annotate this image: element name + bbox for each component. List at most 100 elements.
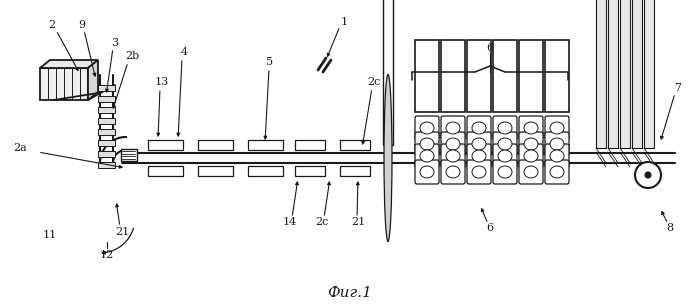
FancyBboxPatch shape <box>415 160 439 184</box>
FancyBboxPatch shape <box>545 132 569 156</box>
Bar <box>493 40 517 112</box>
Ellipse shape <box>420 122 434 134</box>
Text: Фиг.1: Фиг.1 <box>328 286 372 300</box>
Ellipse shape <box>550 166 564 178</box>
Bar <box>608 0 618 148</box>
Polygon shape <box>88 60 98 100</box>
Ellipse shape <box>498 166 512 178</box>
FancyBboxPatch shape <box>519 160 543 184</box>
Text: 12: 12 <box>100 250 114 260</box>
Bar <box>98 151 115 157</box>
Ellipse shape <box>420 166 434 178</box>
Ellipse shape <box>550 138 564 150</box>
Text: 2c: 2c <box>315 217 329 227</box>
Ellipse shape <box>498 138 512 150</box>
Bar <box>198 166 233 176</box>
FancyBboxPatch shape <box>493 160 517 184</box>
Text: 13: 13 <box>155 77 169 87</box>
FancyBboxPatch shape <box>415 144 439 168</box>
Text: 1: 1 <box>340 17 348 27</box>
Bar <box>383 0 393 145</box>
Bar <box>295 166 325 176</box>
FancyBboxPatch shape <box>519 132 543 156</box>
Circle shape <box>635 162 661 188</box>
Text: 11: 11 <box>43 230 57 240</box>
Ellipse shape <box>550 122 564 134</box>
Bar <box>98 96 115 102</box>
Bar <box>467 40 491 112</box>
Text: 4: 4 <box>181 47 188 57</box>
Bar <box>40 68 88 100</box>
Ellipse shape <box>498 122 512 134</box>
Bar <box>632 0 642 148</box>
Ellipse shape <box>420 138 434 150</box>
Text: 7: 7 <box>675 83 682 93</box>
Ellipse shape <box>524 122 538 134</box>
Text: 3: 3 <box>111 38 118 48</box>
Bar <box>295 140 325 150</box>
FancyBboxPatch shape <box>441 116 465 140</box>
FancyBboxPatch shape <box>493 132 517 156</box>
Ellipse shape <box>446 122 460 134</box>
Bar <box>198 140 233 150</box>
FancyBboxPatch shape <box>467 160 491 184</box>
Bar <box>415 40 439 112</box>
FancyBboxPatch shape <box>519 144 543 168</box>
FancyBboxPatch shape <box>467 116 491 140</box>
FancyBboxPatch shape <box>493 116 517 140</box>
Text: 2c: 2c <box>368 77 381 87</box>
FancyBboxPatch shape <box>441 132 465 156</box>
Bar <box>98 129 115 135</box>
FancyBboxPatch shape <box>467 132 491 156</box>
Bar <box>98 85 115 91</box>
Bar <box>620 0 630 148</box>
Ellipse shape <box>446 138 460 150</box>
Ellipse shape <box>446 150 460 162</box>
Text: 21: 21 <box>351 217 365 227</box>
Circle shape <box>645 172 651 178</box>
Ellipse shape <box>524 150 538 162</box>
Bar <box>441 40 465 112</box>
Bar <box>340 166 370 176</box>
Bar <box>519 40 543 112</box>
Ellipse shape <box>446 166 460 178</box>
Ellipse shape <box>384 75 392 242</box>
Bar <box>596 0 606 148</box>
FancyBboxPatch shape <box>519 116 543 140</box>
FancyBboxPatch shape <box>415 116 439 140</box>
Ellipse shape <box>472 150 486 162</box>
Bar <box>98 140 115 146</box>
Text: 2b: 2b <box>125 51 139 61</box>
Ellipse shape <box>550 150 564 162</box>
Ellipse shape <box>498 150 512 162</box>
FancyBboxPatch shape <box>467 144 491 168</box>
Bar <box>545 40 569 112</box>
Text: 9: 9 <box>78 20 85 30</box>
Ellipse shape <box>420 150 434 162</box>
FancyBboxPatch shape <box>545 116 569 140</box>
Bar <box>98 118 115 124</box>
Bar <box>148 140 183 150</box>
Bar <box>98 107 115 113</box>
Text: 6: 6 <box>486 223 493 233</box>
Bar <box>644 0 654 148</box>
Text: 14: 14 <box>283 217 297 227</box>
Polygon shape <box>40 60 98 68</box>
Bar <box>340 140 370 150</box>
FancyBboxPatch shape <box>441 144 465 168</box>
FancyBboxPatch shape <box>415 132 439 156</box>
Ellipse shape <box>524 138 538 150</box>
Ellipse shape <box>472 166 486 178</box>
Text: 21: 21 <box>115 227 129 237</box>
Bar <box>248 166 283 176</box>
FancyBboxPatch shape <box>545 144 569 168</box>
Bar <box>121 149 137 161</box>
Bar <box>148 166 183 176</box>
Text: 6: 6 <box>486 43 493 53</box>
FancyBboxPatch shape <box>441 160 465 184</box>
Bar <box>248 140 283 150</box>
Ellipse shape <box>524 166 538 178</box>
Bar <box>98 162 115 168</box>
Text: 2: 2 <box>48 20 55 30</box>
Text: 8: 8 <box>666 223 673 233</box>
